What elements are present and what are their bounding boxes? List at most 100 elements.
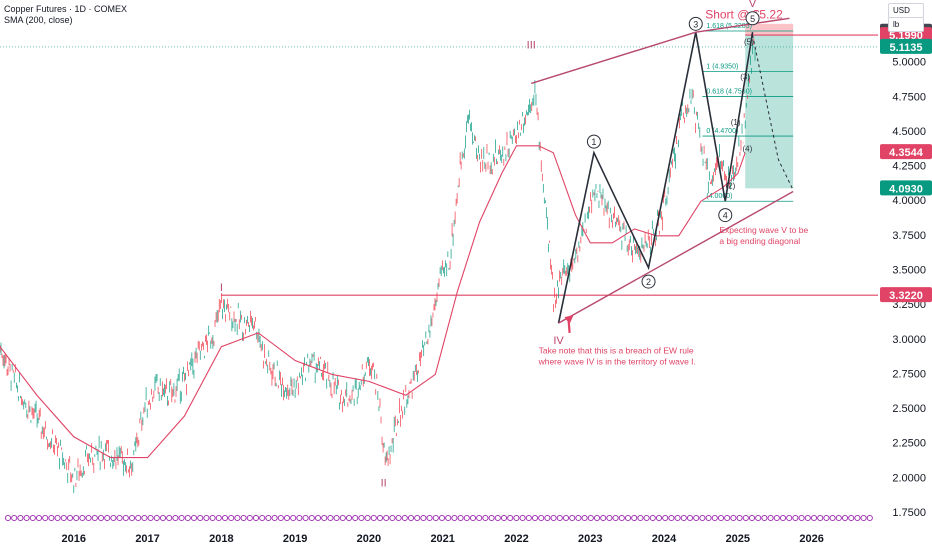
event-marker-icon[interactable] (482, 514, 489, 522)
event-marker-icon[interactable] (432, 514, 439, 522)
event-marker-icon[interactable] (333, 514, 340, 522)
short-position-stop-zone[interactable] (745, 23, 794, 36)
event-marker-icon[interactable] (383, 514, 390, 522)
event-marker-icon[interactable] (581, 514, 588, 522)
event-marker-icon[interactable] (265, 514, 272, 522)
event-marker-icon[interactable] (401, 514, 408, 522)
event-marker-icon[interactable] (178, 514, 185, 522)
event-marker-icon[interactable] (135, 514, 142, 522)
event-marker-icon[interactable] (203, 514, 210, 522)
event-marker-icon[interactable] (556, 514, 563, 522)
event-marker-icon[interactable] (4, 514, 12, 522)
event-marker-icon[interactable] (525, 514, 532, 522)
event-marker-icon[interactable] (593, 514, 601, 522)
event-marker-icon[interactable] (259, 514, 266, 522)
event-marker-icon[interactable] (190, 514, 198, 522)
event-marker-icon[interactable] (711, 514, 718, 522)
event-marker-icon[interactable] (804, 514, 811, 522)
event-marker-icon[interactable] (469, 514, 477, 522)
event-marker-icon[interactable] (240, 514, 247, 522)
event-marker-icon[interactable] (321, 514, 328, 522)
event-marker-icon[interactable] (85, 514, 92, 522)
event-marker-icon[interactable] (792, 514, 799, 522)
event-marker-icon[interactable] (866, 514, 873, 522)
event-marker-icon[interactable] (308, 514, 315, 522)
event-marker-icon[interactable] (414, 514, 421, 522)
short-position-target-zone[interactable] (745, 35, 794, 189)
event-marker-icon[interactable] (234, 514, 241, 522)
event-marker-icon[interactable] (457, 514, 464, 522)
trend-line[interactable] (558, 190, 794, 324)
event-marker-icon[interactable] (23, 514, 30, 522)
event-marker-icon[interactable] (730, 514, 737, 522)
event-marker-icon[interactable] (544, 514, 551, 522)
event-marker-icon[interactable] (60, 514, 67, 522)
event-marker-icon[interactable] (339, 514, 346, 522)
event-marker-icon[interactable] (569, 514, 576, 522)
event-marker-icon[interactable] (11, 514, 18, 522)
event-marker-icon[interactable] (649, 514, 656, 522)
event-marker-icon[interactable] (767, 514, 774, 522)
event-marker-icon[interactable] (761, 514, 768, 522)
event-marker-icon[interactable] (389, 514, 396, 522)
event-marker-icon[interactable] (848, 514, 855, 522)
event-marker-icon[interactable] (197, 514, 204, 522)
sma-200-line[interactable] (0, 145, 746, 459)
event-marker-icon[interactable] (66, 514, 74, 522)
event-marker-icon[interactable] (742, 514, 749, 522)
event-marker-icon[interactable] (624, 514, 632, 522)
event-marker-icon[interactable] (277, 514, 284, 522)
event-marker-icon[interactable] (810, 514, 818, 522)
event-marker-icon[interactable] (42, 514, 49, 522)
event-marker-icon[interactable] (376, 514, 384, 522)
event-marker-icon[interactable] (699, 514, 706, 522)
event-marker-icon[interactable] (668, 514, 675, 522)
event-marker-icon[interactable] (686, 514, 694, 522)
event-marker-icon[interactable] (116, 514, 123, 522)
event-marker-icon[interactable] (779, 514, 787, 522)
event-marker-icon[interactable] (128, 514, 136, 522)
event-marker-icon[interactable] (73, 514, 80, 522)
event-marker-icon[interactable] (500, 514, 508, 522)
event-marker-icon[interactable] (420, 514, 427, 522)
event-marker-icon[interactable] (736, 514, 743, 522)
event-marker-icon[interactable] (476, 514, 483, 522)
event-marker-icon[interactable] (786, 514, 793, 522)
event-marker-icon[interactable] (35, 514, 43, 522)
event-marker-icon[interactable] (97, 514, 105, 522)
event-marker-icon[interactable] (91, 514, 98, 522)
event-marker-icon[interactable] (48, 514, 55, 522)
event-marker-icon[interactable] (637, 514, 644, 522)
event-marker-icon[interactable] (302, 514, 309, 522)
event-marker-icon[interactable] (184, 514, 191, 522)
event-marker-icon[interactable] (463, 514, 470, 522)
event-marker-icon[interactable] (519, 514, 526, 522)
event-marker-icon[interactable] (352, 514, 359, 522)
event-marker-icon[interactable] (364, 514, 371, 522)
event-marker-icon[interactable] (562, 514, 570, 522)
event-marker-icon[interactable] (680, 514, 687, 522)
event-marker-icon[interactable] (172, 514, 179, 522)
event-marker-icon[interactable] (358, 514, 365, 522)
event-marker-icon[interactable] (290, 514, 297, 522)
event-marker-icon[interactable] (693, 514, 700, 522)
event-marker-icon[interactable] (17, 514, 24, 522)
event-marker-icon[interactable] (141, 514, 148, 522)
event-marker-icon[interactable] (147, 514, 154, 522)
event-marker-icon[interactable] (643, 514, 650, 522)
event-marker-icon[interactable] (841, 514, 849, 522)
event-marker-icon[interactable] (327, 514, 334, 522)
event-marker-icon[interactable] (438, 514, 446, 522)
price-axis[interactable] (878, 0, 932, 550)
event-marker-icon[interactable] (395, 514, 402, 522)
event-marker-icon[interactable] (550, 514, 557, 522)
event-marker-icon[interactable] (748, 514, 756, 522)
event-marker-icon[interactable] (538, 514, 545, 522)
event-marker-icon[interactable] (507, 514, 514, 522)
event-marker-icon[interactable] (228, 514, 235, 522)
event-marker-icon[interactable] (314, 514, 322, 522)
event-marker-icon[interactable] (54, 514, 61, 522)
event-marker-icon[interactable] (575, 514, 582, 522)
event-marker-icon[interactable] (606, 514, 613, 522)
